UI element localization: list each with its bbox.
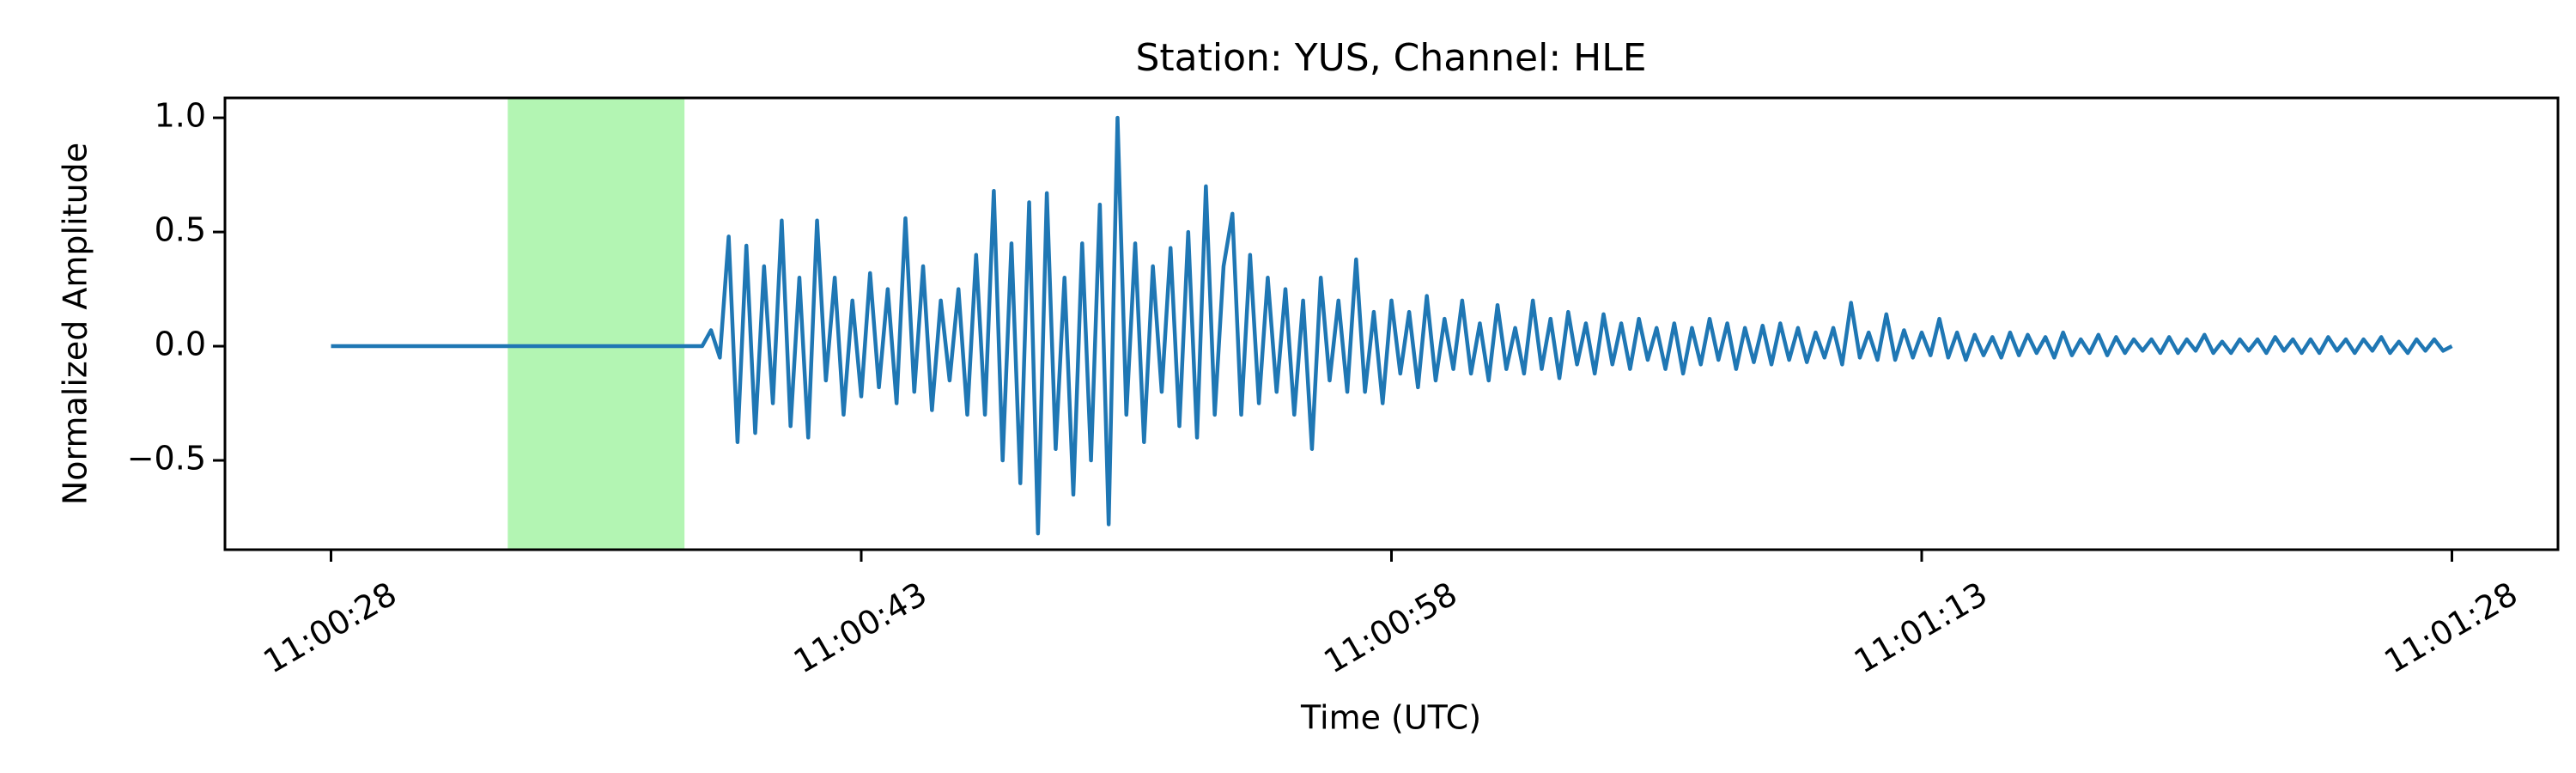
x-tick-label: 11:00:28 <box>257 575 403 680</box>
y-tick-label: 0.0 <box>155 326 206 363</box>
chart-title: Station: YUS, Channel: HLE <box>1135 36 1646 80</box>
x-axis-label: Time (UTC) <box>1300 699 1481 737</box>
y-tick-label: 1.0 <box>155 97 206 135</box>
waveform-line <box>331 115 2453 536</box>
highlight-span <box>507 98 685 550</box>
x-tick-label: 11:01:13 <box>1848 575 1994 680</box>
y-tick-label: 0.5 <box>155 211 206 249</box>
y-tick-label: −0.5 <box>127 440 206 478</box>
x-tick-label: 11:00:43 <box>787 575 933 680</box>
x-tick-label: 11:01:28 <box>2378 575 2524 680</box>
y-axis-label: Normalized Amplitude <box>57 143 94 505</box>
x-tick-label: 11:00:58 <box>1317 575 1463 680</box>
